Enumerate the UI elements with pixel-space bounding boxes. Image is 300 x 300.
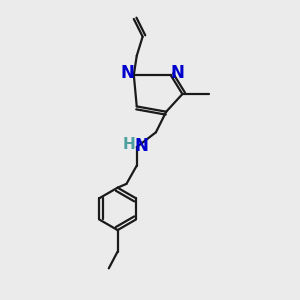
Text: N: N: [120, 64, 134, 82]
Text: H: H: [122, 136, 135, 152]
Text: N: N: [134, 137, 148, 155]
Text: N: N: [170, 64, 184, 82]
